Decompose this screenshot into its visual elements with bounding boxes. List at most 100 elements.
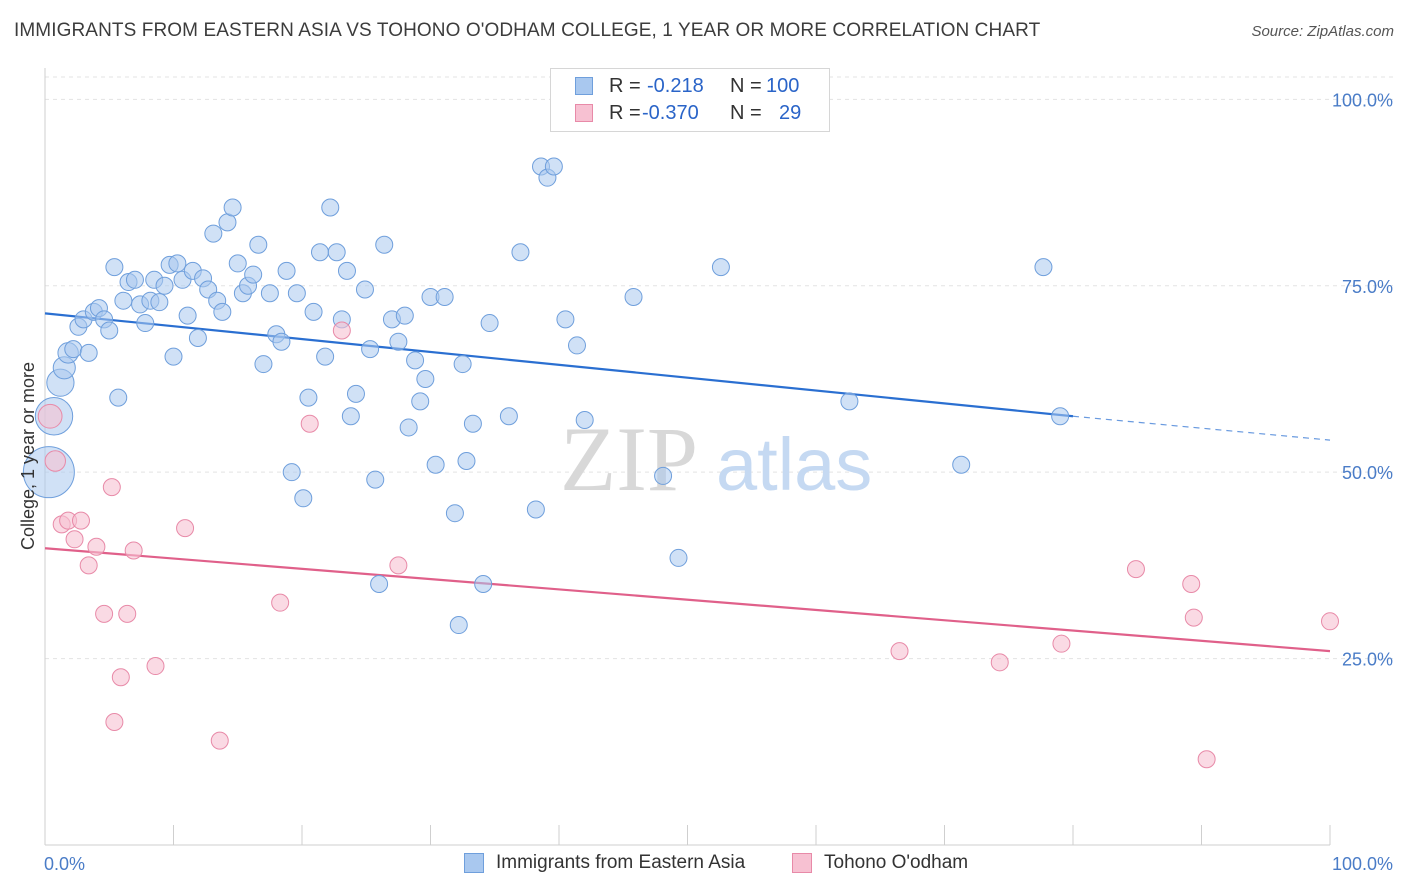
source-credit: Source: ZipAtlas.com [1251,23,1394,40]
bottom-legend-swatch-eastern-asia [464,853,484,873]
point-eastern-asia [287,284,306,303]
point-tohono [124,541,143,560]
point-eastern-asia [346,384,365,403]
axes [44,68,1331,846]
grid-lines [45,76,1394,660]
watermark-atlas: atlas [716,423,872,506]
point-eastern-asia [474,575,493,594]
point-tohono [44,450,66,472]
point-tohono [102,478,121,497]
point-eastern-asia [100,321,119,340]
point-eastern-asia [155,276,174,295]
y-tick-label: 25.0% [1342,650,1393,670]
point-eastern-asia [395,306,414,325]
point-eastern-asia [366,470,385,489]
point-eastern-asia [168,254,187,273]
point-eastern-asia [840,392,859,411]
point-eastern-asia [355,280,374,299]
trend-line-tohono [44,547,1331,653]
point-eastern-asia [341,407,360,426]
legend-r-label: R = [609,102,641,124]
point-eastern-asia [1034,258,1053,277]
point-eastern-asia [79,343,98,362]
point-eastern-asia [399,418,418,437]
point-eastern-asia [223,198,242,217]
point-eastern-asia [416,369,435,388]
point-tohono [87,537,106,556]
point-eastern-asia [426,455,445,474]
point-eastern-asia [244,265,263,284]
trend-lines [44,312,1331,653]
x-tick-label: 100.0% [1332,854,1393,874]
y-tick-label: 50.0% [1342,463,1393,483]
point-tohono [37,403,63,429]
point-eastern-asia [316,347,335,366]
point-eastern-asia [406,351,425,370]
point-eastern-asia [453,355,472,374]
point-eastern-asia [105,258,124,277]
point-eastern-asia [445,504,464,523]
legend-n-value: 29 [779,102,802,124]
point-eastern-asia [114,291,133,310]
point-eastern-asia [952,455,971,474]
point-eastern-asia [435,287,454,306]
point-tohono [1052,634,1071,653]
tick-labels: 25.0% 50.0% 75.0% 100.0% 0.0% 100.0% [44,90,1393,874]
chart-title: IMMIGRANTS FROM EASTERN ASIA VS TOHONO O… [14,20,1041,41]
point-eastern-asia [511,243,530,262]
point-eastern-asia [249,235,268,254]
point-tohono [990,653,1009,672]
legend-swatch-tohono [575,104,593,122]
point-eastern-asia [299,388,318,407]
point-eastern-asia [457,452,476,470]
point-tohono [105,712,124,731]
point-tohono [176,519,195,538]
point-eastern-asia [321,198,340,217]
point-eastern-asia [304,302,323,321]
point-eastern-asia [669,548,688,567]
point-eastern-asia [228,254,247,273]
point-eastern-asia [411,392,430,411]
point-eastern-asia [575,410,594,429]
point-eastern-asia [213,302,232,321]
data-points [22,157,1339,769]
point-tohono [118,604,137,623]
point-tohono [1182,575,1201,594]
point-tohono [71,511,90,530]
point-eastern-asia [361,340,380,359]
point-eastern-asia [389,332,408,351]
point-eastern-asia [556,310,575,329]
point-eastern-asia [260,284,279,303]
point-eastern-asia [310,243,329,262]
point-eastern-asia [272,332,291,351]
point-eastern-asia [136,314,155,333]
point-eastern-asia [526,500,545,519]
point-tohono [210,731,229,750]
point-eastern-asia [294,489,313,508]
point-eastern-asia [463,414,482,433]
point-eastern-asia [327,243,346,262]
y-tick-label: 100.0% [1332,90,1393,110]
bottom-legend-swatch-tohono [792,853,812,873]
point-eastern-asia [164,347,183,366]
legend-r-value: -0.370 [642,102,699,124]
point-tohono [111,668,130,687]
point-eastern-asia [109,388,128,407]
point-tohono [300,414,319,433]
point-tohono [1126,560,1145,579]
point-eastern-asia [544,157,563,176]
point-eastern-asia [204,224,223,243]
point-eastern-asia [499,407,518,426]
point-tohono [65,530,84,549]
point-eastern-asia [254,355,273,374]
legend-n-value: 100 [766,75,800,97]
legend-swatch-eastern-asia [575,77,593,95]
legend-r-label: R = [609,75,641,97]
point-tohono [79,556,98,575]
point-eastern-asia [711,258,730,277]
point-eastern-asia [567,336,586,355]
point-eastern-asia [125,270,144,289]
watermark: ZIP atlas [560,408,872,510]
point-eastern-asia [654,466,673,485]
